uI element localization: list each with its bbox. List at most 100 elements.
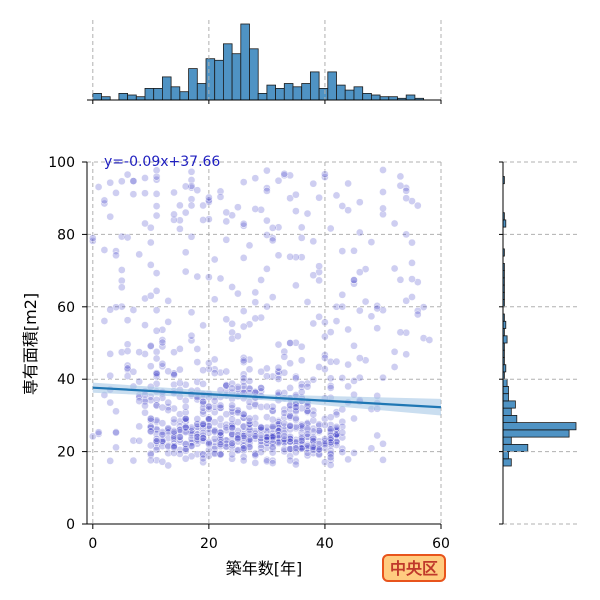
scatter-point — [216, 431, 225, 439]
scatter-point — [350, 377, 358, 385]
scatter-point — [199, 321, 207, 330]
scatter-point — [321, 351, 329, 359]
scatter-point — [402, 296, 411, 305]
scatter-point — [228, 319, 236, 328]
scatter-point — [396, 172, 405, 181]
top-histogram-bar — [266, 84, 276, 101]
scatter-point — [170, 429, 178, 438]
scatter-point — [170, 449, 178, 457]
scatter-point — [402, 184, 411, 192]
scatter-point — [263, 423, 271, 432]
scatter-point — [152, 211, 161, 220]
y-tick-label: 20 — [57, 445, 75, 461]
scatter-point — [141, 397, 149, 406]
scatter-point — [245, 425, 254, 434]
scatter-point — [181, 182, 190, 191]
scatter-point — [402, 186, 411, 195]
scatter-point — [176, 428, 184, 436]
top-histogram-bar — [283, 83, 294, 101]
scatter-point — [181, 423, 190, 432]
scatter-point — [239, 374, 248, 383]
scatter-point — [205, 359, 213, 367]
scatter-point — [187, 176, 196, 184]
scatter-point — [321, 170, 329, 179]
top-histogram-bar — [370, 94, 381, 101]
top-histogram-bar — [144, 88, 155, 101]
scatter-point — [170, 216, 178, 224]
scatter-point — [234, 289, 242, 298]
top-histogram-bar — [353, 86, 364, 101]
scatter-point — [146, 414, 155, 423]
scatter-point — [263, 216, 271, 225]
scatter-point — [297, 420, 306, 429]
scatter-point — [274, 176, 283, 185]
scatter-point — [152, 190, 161, 198]
scatter-point — [326, 438, 335, 447]
scatter-point — [396, 181, 405, 190]
scatter-point — [158, 430, 167, 439]
scatter-point — [344, 206, 352, 215]
scatter-point — [135, 397, 144, 405]
scatter-point — [263, 187, 271, 195]
scatter-point — [413, 310, 422, 319]
y-tick-label: 80 — [57, 227, 75, 243]
scatter-point — [112, 189, 120, 197]
scatter-point — [135, 436, 144, 445]
scatter-point — [292, 374, 300, 383]
scatter-point — [176, 432, 184, 441]
scatter-point — [106, 398, 115, 407]
scatter-point — [205, 196, 213, 205]
scatter-point — [274, 251, 283, 260]
scatter-point — [187, 183, 196, 192]
scatter-point — [332, 302, 341, 311]
scatter-point — [210, 369, 219, 377]
scatter-point — [222, 217, 231, 226]
scatter-point — [239, 221, 248, 230]
scatter-point — [286, 412, 294, 420]
top-histogram-bar — [240, 23, 250, 101]
scatter-point — [390, 219, 399, 228]
scatter-point — [332, 357, 341, 366]
scatter-point — [309, 424, 318, 433]
scatter-point — [181, 454, 190, 463]
y-tick-label: 40 — [57, 372, 75, 388]
scatter-point — [280, 435, 289, 444]
scatter-point — [361, 356, 370, 365]
scatter-point — [373, 304, 382, 313]
scatter-point — [245, 320, 254, 329]
scatter-point — [117, 348, 126, 357]
scatter-point — [350, 341, 358, 350]
scatter-point — [309, 449, 318, 457]
scatter-point — [170, 210, 178, 219]
scatter-point — [106, 212, 115, 221]
scatter-point — [193, 272, 202, 281]
top-histogram-bar — [170, 86, 181, 101]
scatter-point — [117, 232, 126, 241]
scatter-point — [350, 246, 358, 255]
scatter-point — [239, 307, 248, 315]
scatter-point — [187, 201, 196, 210]
scatter-point — [158, 437, 167, 445]
scatter-point — [152, 175, 161, 184]
scatter-point — [117, 177, 126, 186]
scatter-point — [181, 445, 190, 453]
top-histogram-bar — [118, 93, 129, 101]
scatter-point — [181, 396, 190, 405]
scatter-point — [309, 443, 318, 451]
scatter-point — [146, 441, 155, 450]
scatter-point — [176, 345, 184, 353]
scatter-point — [146, 427, 155, 436]
scatter-point — [106, 371, 115, 380]
scatter-point — [280, 432, 289, 440]
scatter-point — [257, 448, 265, 456]
scatter-point — [315, 426, 323, 435]
scatter-point — [286, 456, 294, 465]
scatter-point — [199, 454, 207, 463]
scatter-point — [286, 384, 294, 392]
regression-confidence-band — [92, 382, 441, 416]
scatter-point — [152, 443, 161, 451]
scatter-point — [181, 380, 190, 389]
scatter-point — [239, 356, 248, 365]
scatter-point — [408, 259, 416, 267]
scatter-point — [228, 384, 236, 393]
